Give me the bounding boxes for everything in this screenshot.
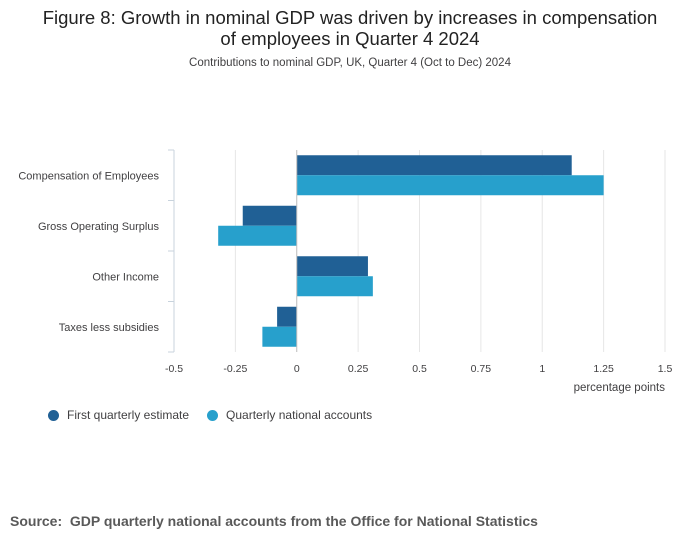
- category-label-1: Gross Operating Surplus: [38, 221, 160, 233]
- x-tick-label-7: 1.25: [593, 363, 614, 375]
- bar-qna-1: [218, 225, 297, 246]
- category-label-0: Compensation of Employees: [18, 170, 159, 182]
- legend: First quarterly estimate Quarterly natio…: [48, 408, 390, 422]
- legend-item-first-estimate[interactable]: First quarterly estimate: [48, 408, 189, 422]
- x-tick-label-2: 0: [294, 363, 300, 375]
- bar-first-estimate-2: [296, 256, 368, 277]
- chart-title-line-1: Figure 8: Growth in nominal GDP was driv…: [42, 7, 658, 28]
- x-axis-label: percentage points: [573, 382, 665, 394]
- category-label-2: Other Income: [92, 271, 159, 283]
- source-label: Source:: [10, 513, 63, 529]
- bar-first-estimate-1: [242, 205, 297, 226]
- x-tick-label-4: 0.5: [412, 363, 427, 375]
- chart-title: Figure 8: Growth in nominal GDP was driv…: [0, 7, 700, 49]
- chart-title-line-2: of employees in Quarter 4 2024: [220, 28, 480, 49]
- x-tick-label-6: 1: [539, 363, 545, 375]
- x-tick-label-1: -0.25: [223, 363, 247, 375]
- x-tick-label-0: -0.5: [165, 363, 183, 375]
- legend-item-qna[interactable]: Quarterly national accounts: [207, 408, 372, 422]
- category-label-3: Taxes less subsidies: [59, 322, 160, 334]
- bar-first-estimate-3: [277, 306, 297, 327]
- legend-label-qna: Quarterly national accounts: [226, 408, 373, 422]
- legend-swatch-qna: [207, 409, 219, 421]
- x-tick-label-5: 0.75: [471, 363, 492, 375]
- chart-subtitle: Contributions to nominal GDP, UK, Quarte…: [189, 57, 511, 69]
- legend-swatch-first-estimate: [48, 409, 59, 421]
- x-tick-label-8: 1.5: [658, 363, 673, 375]
- legend-label-first-estimate: First quarterly estimate: [67, 408, 190, 422]
- bar-first-estimate-0: [296, 155, 572, 176]
- source-text: GDP quarterly national accounts from the…: [69, 513, 538, 529]
- bar-qna-2: [296, 276, 373, 297]
- source-note: Source: GDP quarterly national accounts …: [10, 513, 538, 529]
- bar-qna-0: [296, 175, 604, 196]
- x-tick-label-3: 0.25: [348, 363, 369, 375]
- bar-qna-3: [262, 326, 297, 347]
